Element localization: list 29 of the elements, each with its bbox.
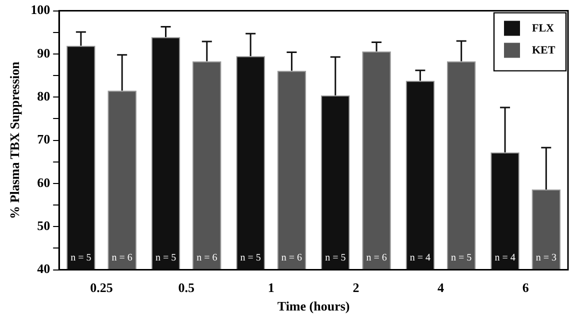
y-tick-label: 70	[37, 132, 50, 147]
annotation: n = 5	[240, 252, 261, 264]
x-axis-title: Time (hours)	[277, 298, 350, 314]
annotation: n = 6	[366, 252, 387, 264]
y-axis-title: % Plasma TBX Suppression	[7, 60, 22, 219]
annotation: n = 6	[281, 252, 302, 264]
x-tick-label: 6	[522, 280, 530, 295]
annotation: n = 5	[155, 252, 176, 264]
legend-label: FLX	[532, 22, 554, 35]
annotation: n = 5	[70, 252, 92, 264]
annotation: n = 4	[410, 252, 431, 264]
y-tick-label: 100	[30, 2, 50, 18]
x-tick-label: 0.25	[90, 280, 114, 295]
annotation: n = 4	[494, 252, 516, 264]
x-tick-label: 2	[352, 280, 360, 295]
y-tick-label: 50	[37, 218, 50, 233]
x-tick-label: 0.5	[178, 280, 195, 295]
y-tick-label: 40	[37, 261, 50, 276]
annotation: n = 5	[325, 252, 346, 264]
y-tick-label: 90	[37, 45, 50, 60]
x-tick-label: 1	[268, 280, 274, 295]
x-tick-label: 4	[438, 280, 445, 295]
y-tick-label: 60	[37, 174, 50, 190]
annotation: n = 5	[451, 252, 472, 264]
legend-label: KET	[532, 44, 556, 57]
annotation: n = 6	[112, 252, 132, 264]
annotation: n = 6	[196, 252, 218, 264]
annotation: n = 3	[536, 252, 556, 264]
y-tick-label: 80	[37, 88, 50, 104]
